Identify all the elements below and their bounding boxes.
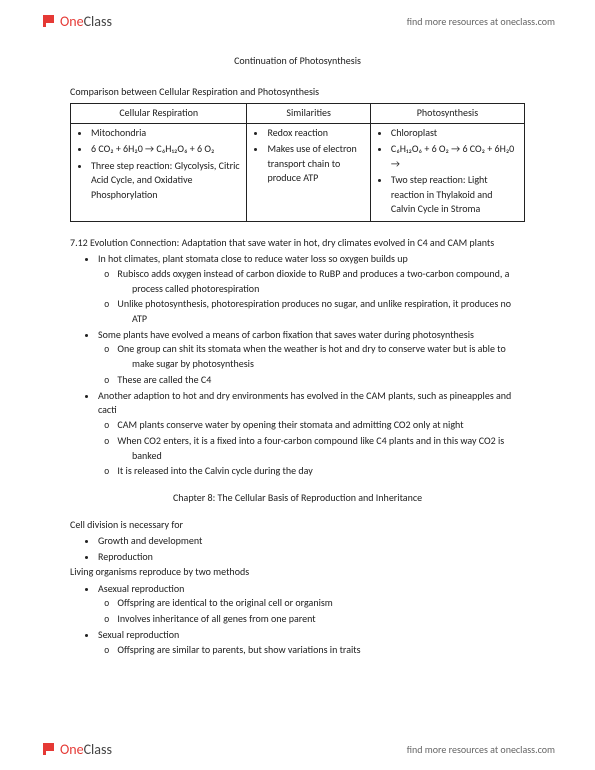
list-item: Sexual reproduction Offspring are simila…: [98, 628, 525, 658]
page-footer: OneClass find more resources at oneclass…: [0, 740, 595, 758]
list-item: One group can shit its stomata when the …: [118, 342, 525, 372]
list-item: Mitochondria: [91, 126, 240, 141]
list-item: These are called the C4: [118, 373, 525, 388]
logo-one: One: [60, 13, 84, 30]
logo-one: One: [60, 741, 84, 758]
list-item: When CO2 enters, it is a fixed into a fo…: [118, 434, 525, 464]
chapter-8-title: Chapter 8: The Cellular Basis of Reprodu…: [70, 491, 525, 506]
table-header-row: Cellular Respiration Similarities Photos…: [71, 104, 525, 124]
list-item: 6 CO₂ + 6H₂0 → C₆H₁₂O₆ + 6 O₂: [91, 142, 240, 157]
logo-class: Class: [84, 13, 112, 30]
bullet-text: Some plants have evolved a means of carb…: [98, 328, 474, 341]
list-item: Unlike photosynthesis, photorespiration …: [118, 297, 525, 327]
reproduction-list: Asexual reproduction Offspring are ident…: [70, 582, 525, 658]
list-item: Offspring are identical to the original …: [118, 596, 525, 611]
reproduction-label: Living organisms reproduce by two method…: [70, 565, 525, 580]
logo-icon: [40, 12, 58, 30]
list-item: Another adaption to hot and dry environm…: [98, 389, 525, 480]
logo-icon: [40, 740, 58, 758]
th-similarities: Similarities: [247, 104, 370, 124]
th-photosynthesis: Photosynthesis: [370, 104, 524, 124]
th-cellular: Cellular Respiration: [71, 104, 247, 124]
list-item: C₆H₁₂O₆ + 6 O₂ → 6 CO₂ + 6H₂0 →: [391, 142, 518, 171]
footer-logo: OneClass: [40, 740, 112, 758]
table-row: Mitochondria 6 CO₂ + 6H₂0 → C₆H₁₂O₆ + 6 …: [71, 123, 525, 221]
bullet-text: Asexual reproduction: [98, 582, 184, 595]
cell-division-label: Cell division is necessary for: [70, 518, 525, 533]
logo: OneClass: [40, 12, 112, 30]
cell-similar: Redox reaction Makes use of electron tra…: [247, 123, 370, 221]
list-item: Redox reaction: [267, 126, 363, 141]
logo-class: Class: [84, 741, 112, 758]
list-item: Rubisco adds oxygen instead of carbon di…: [118, 267, 525, 297]
list-item: CAM plants conserve water by opening the…: [118, 418, 525, 433]
list-item: In hot climates, plant stomata close to …: [98, 252, 525, 327]
cell-cellular: Mitochondria 6 CO₂ + 6H₂0 → C₆H₁₂O₆ + 6 …: [71, 123, 247, 221]
list-item: Some plants have evolved a means of carb…: [98, 328, 525, 388]
document-content: Continuation of Photosynthesis Compariso…: [0, 38, 595, 658]
list-item: Makes use of electron transport chain to…: [267, 142, 363, 186]
list-item: Growth and development: [98, 534, 525, 549]
comparison-table: Cellular Respiration Similarities Photos…: [70, 103, 525, 222]
header-link[interactable]: find more resources at oneclass.com: [407, 15, 555, 28]
cell-photo: Chloroplast C₆H₁₂O₆ + 6 O₂ → 6 CO₂ + 6H₂…: [370, 123, 524, 221]
list-item: Offspring are similar to parents, but sh…: [118, 643, 525, 658]
bullet-text: Sexual reproduction: [98, 628, 179, 641]
page-title: Continuation of Photosynthesis: [70, 54, 525, 69]
logo-text: OneClass: [60, 13, 112, 30]
list-item: Asexual reproduction Offspring are ident…: [98, 582, 525, 628]
page-header: OneClass find more resources at oneclass…: [0, 0, 595, 38]
list-item: Reproduction: [98, 550, 525, 565]
section-712-list: In hot climates, plant stomata close to …: [70, 252, 525, 479]
bullet-text: In hot climates, plant stomata close to …: [98, 252, 408, 265]
bullet-text: Another adaption to hot and dry environm…: [98, 389, 511, 417]
list-item: Two step reaction: Light reaction in Thy…: [391, 173, 518, 217]
cell-division-list: Growth and development Reproduction: [70, 534, 525, 564]
logo-text: OneClass: [60, 741, 112, 758]
list-item: Chloroplast: [391, 126, 518, 141]
footer-link[interactable]: find more resources at oneclass.com: [407, 743, 555, 756]
section-712-heading: 7.12 Evolution Connection: Adaptation th…: [70, 236, 525, 251]
comparison-label: Comparison between Cellular Respiration …: [70, 85, 525, 100]
list-item: Involves inheritance of all genes from o…: [118, 612, 525, 627]
list-item: It is released into the Calvin cycle dur…: [118, 464, 525, 479]
list-item: Three step reaction: Glycolysis, Citric …: [91, 159, 240, 203]
